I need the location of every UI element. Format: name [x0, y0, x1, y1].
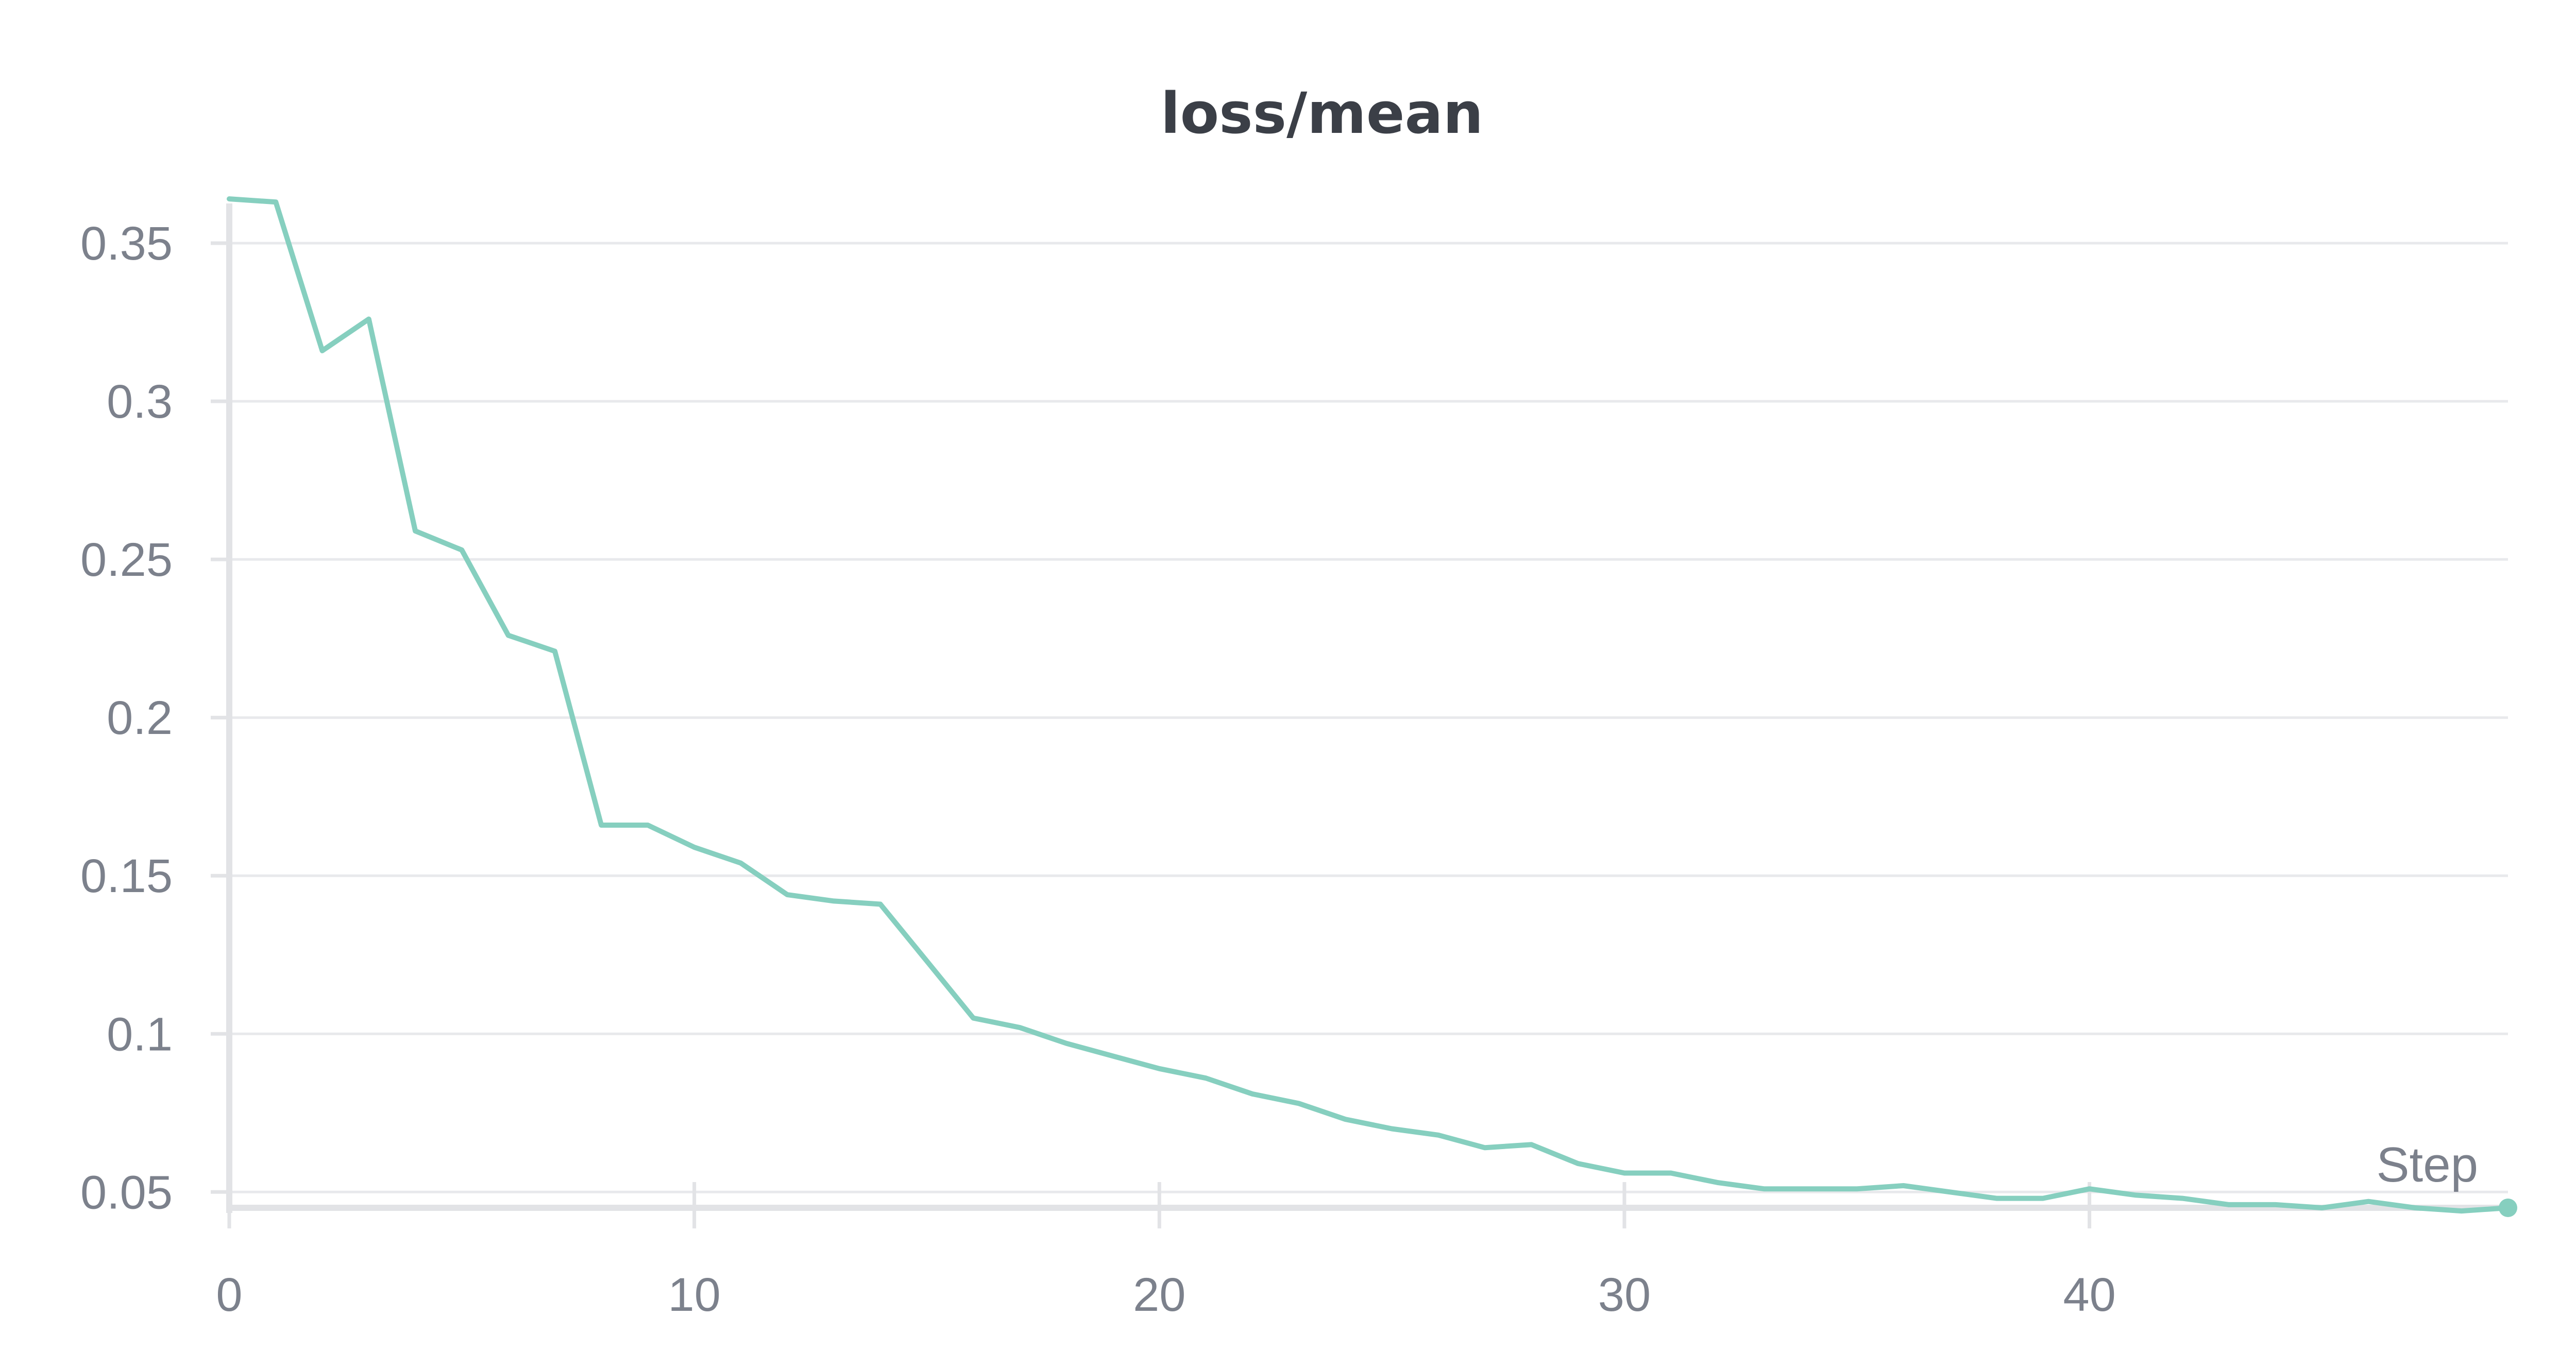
series-layer: [227, 196, 2517, 1217]
y-tick-labels: 0.05 0.1 0.15 0.2 0.25 0.3 0.35: [80, 217, 173, 1219]
y-tick-label: 0.25: [80, 534, 173, 586]
x-tick-label: 30: [1598, 1269, 1651, 1321]
y-tick-label: 0.05: [80, 1166, 173, 1219]
y-tick-label: 0.35: [80, 217, 173, 270]
series-end-point: [2499, 1199, 2517, 1217]
x-tick-labels: 0 10 20 30 40: [216, 1269, 2115, 1321]
y-tick-label: 0.1: [107, 1008, 173, 1061]
x-tick-label: 10: [668, 1269, 720, 1321]
chart-title: loss/mean: [1161, 80, 1483, 146]
y-tick-label: 0.3: [107, 375, 173, 428]
x-tick-label: 0: [216, 1269, 242, 1321]
x-tick-label: 20: [1133, 1269, 1185, 1321]
series-line: [227, 196, 2511, 1214]
x-tick-label: 40: [2063, 1269, 2115, 1321]
grid-lines: [229, 242, 2508, 1193]
y-tick-label: 0.2: [107, 692, 173, 744]
x-axis-label: Step: [2377, 1137, 2478, 1192]
y-tick-label: 0.15: [80, 850, 173, 902]
axes: [211, 203, 2508, 1228]
